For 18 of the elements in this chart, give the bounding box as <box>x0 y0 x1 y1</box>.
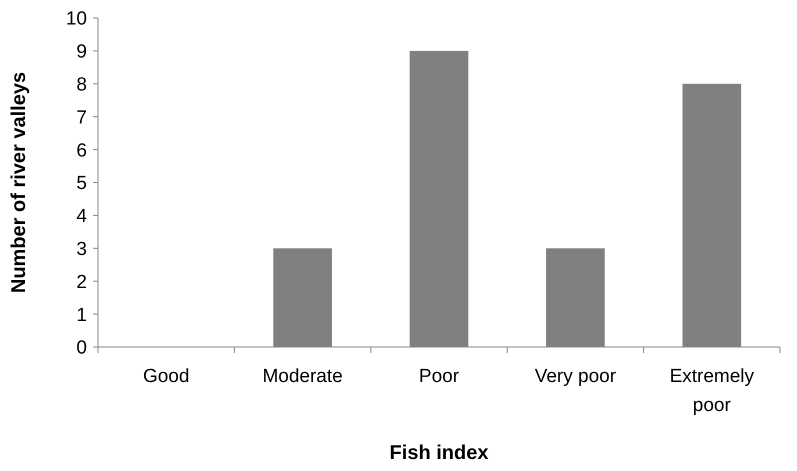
y-tick-label: 4 <box>76 206 88 228</box>
y-tick-label: 9 <box>76 42 87 63</box>
x-axis-title: Fish index <box>390 442 488 464</box>
y-tick-label: 8 <box>76 74 87 96</box>
x-tick-label: Good <box>142 366 190 387</box>
y-tick-label: 2 <box>76 272 87 293</box>
x-tick-label: Very poor <box>534 366 617 387</box>
x-tick-label: Moderate <box>262 366 343 387</box>
x-tick-label: Extremely poor <box>670 366 755 416</box>
y-tick-label: 6 <box>76 140 87 162</box>
y-tick-label: 5 <box>76 173 87 194</box>
x-tick-label: Poor <box>418 366 460 387</box>
y-tick-label: 3 <box>76 238 87 260</box>
y-tick-label: 7 <box>76 107 87 128</box>
y-tick-label: 10 <box>66 8 87 30</box>
y-axis-title: Number of river valleys <box>8 72 30 294</box>
y-tick-label: 1 <box>76 304 87 326</box>
y-tick-label: 0 <box>76 338 87 359</box>
